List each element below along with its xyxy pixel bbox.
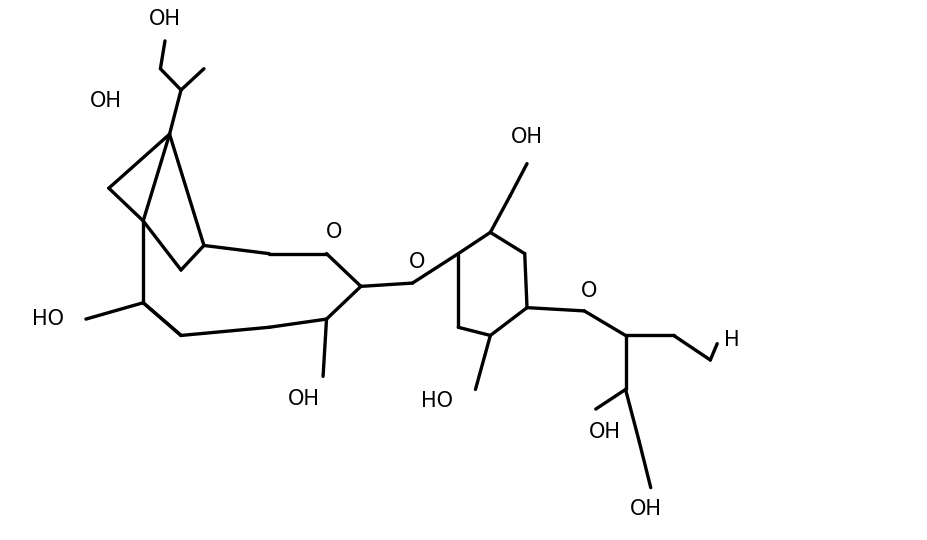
Text: OH: OH — [89, 91, 121, 111]
Text: O: O — [580, 281, 596, 301]
Text: O: O — [326, 222, 342, 242]
Text: HO: HO — [420, 391, 452, 411]
Text: H: H — [723, 330, 739, 350]
Text: OH: OH — [511, 127, 542, 147]
Text: OH: OH — [149, 10, 181, 30]
Text: OH: OH — [589, 422, 620, 442]
Text: O: O — [409, 252, 425, 272]
Text: OH: OH — [629, 499, 662, 519]
Text: HO: HO — [32, 309, 64, 329]
Text: OH: OH — [287, 389, 319, 409]
